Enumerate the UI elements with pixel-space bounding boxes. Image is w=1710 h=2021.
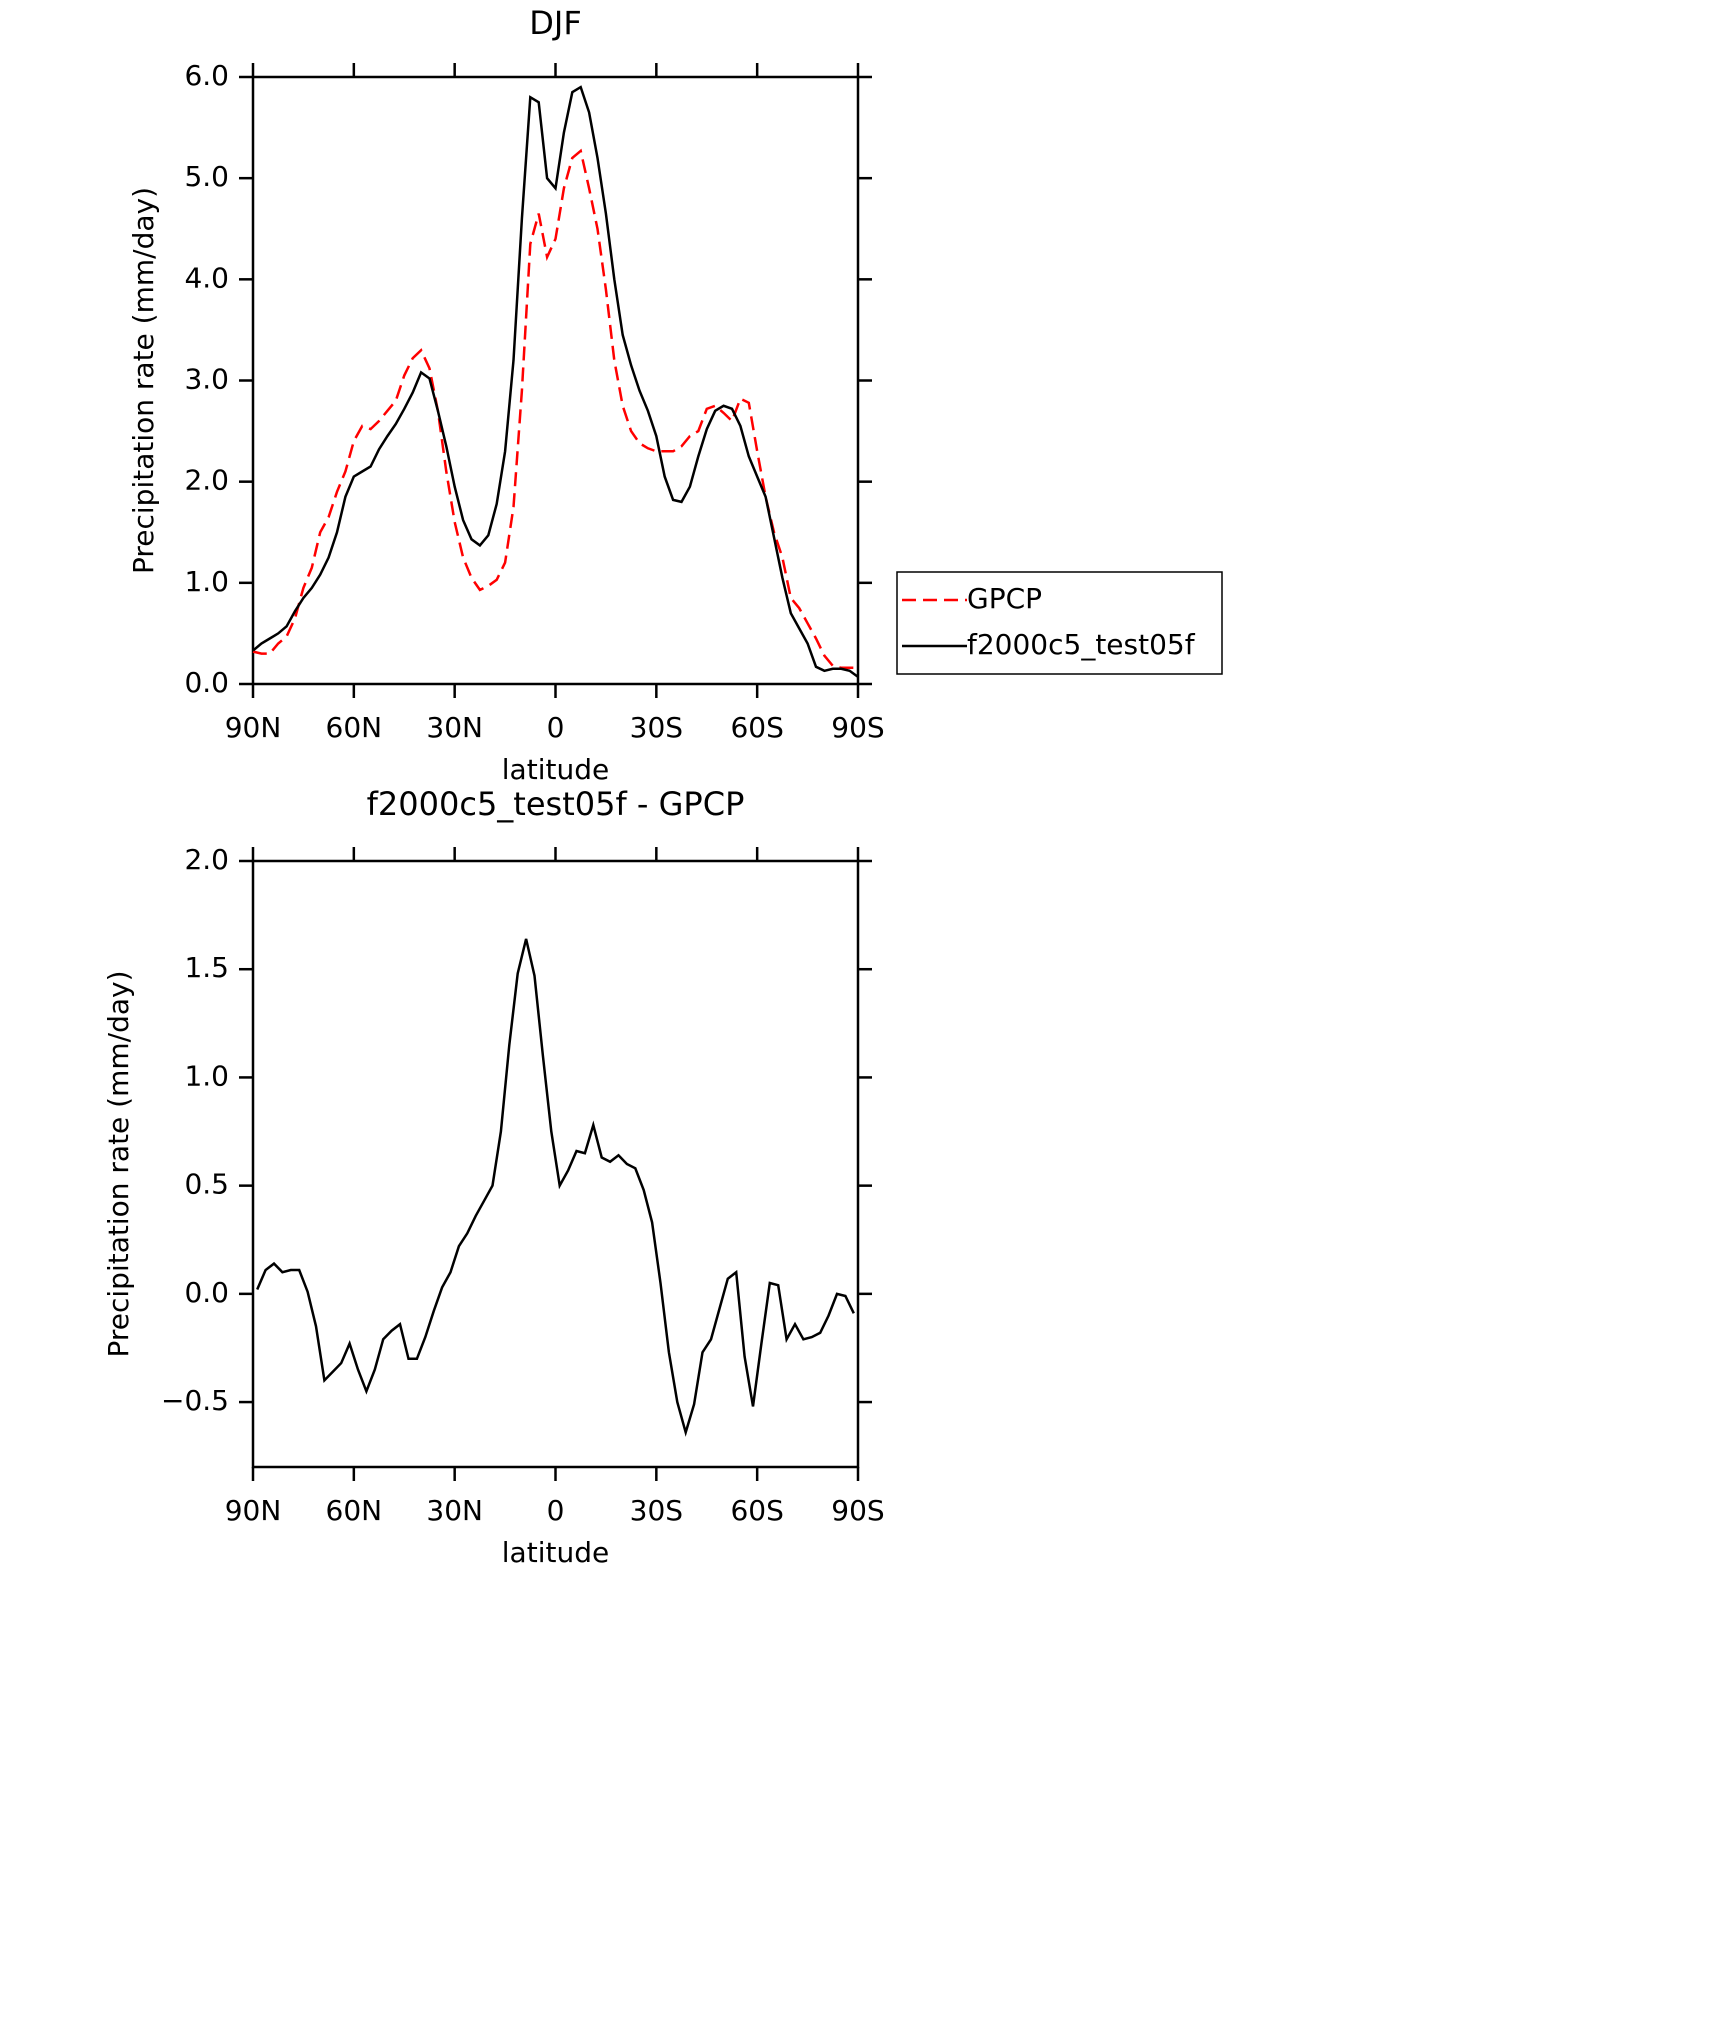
y-tick-label: −0.5: [161, 1384, 229, 1417]
y-tick-label: 3.0: [184, 363, 229, 396]
legend-label: f2000c5_test05f: [967, 628, 1196, 661]
x-axis-label: latitude: [502, 753, 609, 786]
y-tick-label: 1.0: [184, 1059, 229, 1092]
y-tick-label: 2.0: [184, 843, 229, 876]
x-tick-label: 60N: [326, 1494, 383, 1527]
x-tick-label: 90N: [225, 711, 282, 744]
x-tick-label: 60N: [326, 711, 383, 744]
data-line: [252, 85, 859, 678]
data-line: [252, 148, 858, 670]
plot-frame: [251, 859, 860, 1469]
x-tick-label: 0: [547, 711, 565, 744]
x-tick-label: 90S: [831, 1494, 884, 1527]
chart-title: f2000c5_test05f - GPCP: [367, 785, 745, 823]
y-axis-label: Precipitation rate (mm/day): [102, 970, 135, 1357]
x-tick-label: 90N: [225, 1494, 282, 1527]
plot-frame: [251, 75, 860, 686]
y-tick-label: 2.0: [184, 464, 229, 497]
y-tick-label: 0.5: [184, 1168, 229, 1201]
y-tick-label: 0.0: [184, 666, 229, 699]
chart-title: DJF: [529, 4, 581, 42]
y-tick-label: 0.0: [184, 1276, 229, 1309]
x-axis-label: latitude: [502, 1536, 609, 1569]
y-axis-label: Precipitation rate (mm/day): [127, 187, 160, 574]
x-tick-label: 30S: [630, 1494, 683, 1527]
y-tick-label: 4.0: [184, 261, 229, 294]
y-tick-label: 1.5: [184, 951, 229, 984]
x-tick-label: 60S: [730, 1494, 783, 1527]
data-line: [256, 938, 855, 1437]
x-tick-label: 0: [547, 1494, 565, 1527]
legend-label: GPCP: [967, 582, 1042, 615]
x-tick-label: 30S: [630, 711, 683, 744]
x-tick-label: 90S: [831, 711, 884, 744]
y-tick-label: 1.0: [184, 565, 229, 598]
legend-box: [896, 571, 1223, 675]
x-tick-label: 30N: [426, 1494, 483, 1527]
x-tick-label: 30N: [426, 711, 483, 744]
x-tick-label: 60S: [730, 711, 783, 744]
y-tick-label: 5.0: [184, 160, 229, 193]
y-tick-label: 6.0: [184, 59, 229, 92]
